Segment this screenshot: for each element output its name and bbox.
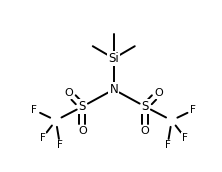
- Text: F: F: [40, 133, 46, 143]
- Text: F: F: [32, 105, 37, 115]
- Text: O: O: [154, 88, 163, 98]
- Text: F: F: [182, 133, 188, 143]
- Text: N: N: [109, 83, 118, 96]
- Text: S: S: [79, 100, 86, 113]
- Text: S: S: [141, 100, 149, 113]
- Text: F: F: [165, 140, 170, 150]
- Text: O: O: [141, 126, 150, 136]
- Text: Si: Si: [108, 52, 119, 65]
- Text: F: F: [190, 105, 196, 115]
- Text: O: O: [78, 126, 87, 136]
- Text: O: O: [65, 88, 73, 98]
- Text: F: F: [57, 140, 63, 150]
